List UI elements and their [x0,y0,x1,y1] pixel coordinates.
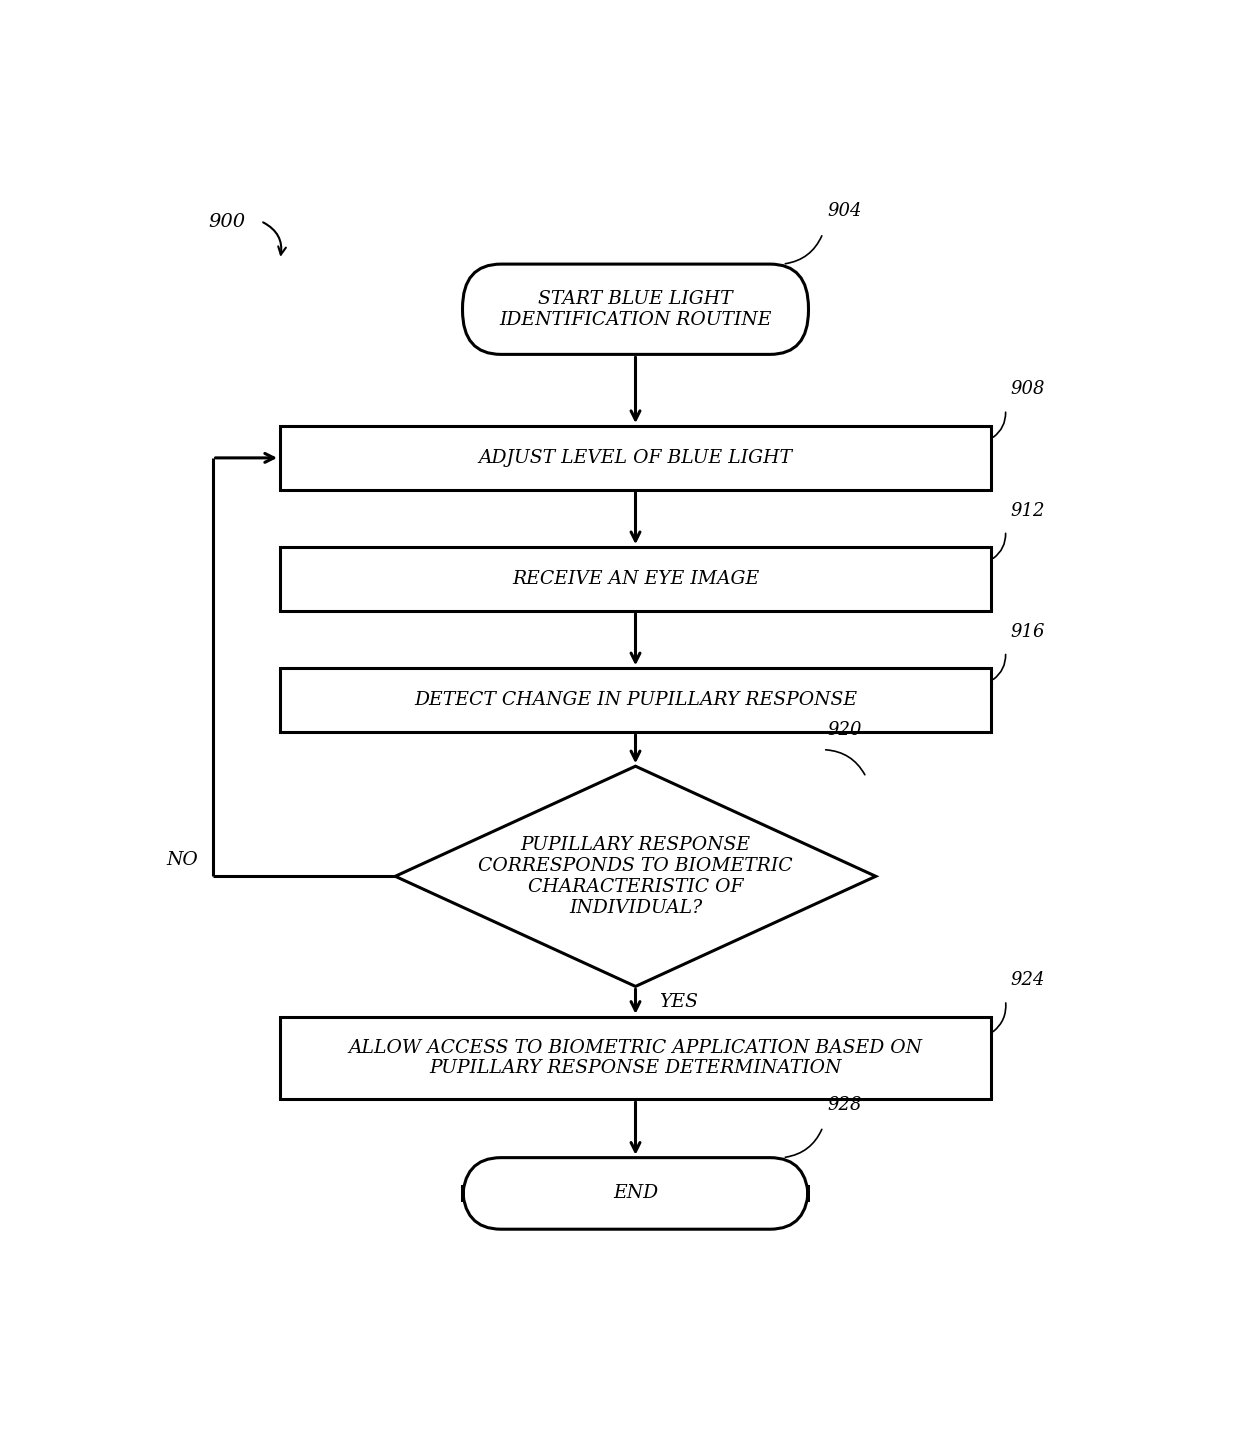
Polygon shape [396,766,875,987]
Text: END: END [613,1184,658,1203]
FancyArrowPatch shape [263,223,286,255]
FancyArrowPatch shape [993,533,1006,558]
Text: 900: 900 [208,213,246,232]
Text: 908: 908 [1011,380,1045,399]
FancyBboxPatch shape [463,1158,808,1230]
FancyBboxPatch shape [280,426,991,490]
Text: ALLOW ACCESS TO BIOMETRIC APPLICATION BASED ON
PUPILLARY RESPONSE DETERMINATION: ALLOW ACCESS TO BIOMETRIC APPLICATION BA… [348,1038,923,1077]
Text: 924: 924 [1011,971,1045,990]
Text: 928: 928 [828,1095,862,1114]
FancyArrowPatch shape [785,236,822,263]
Text: DETECT CHANGE IN PUPILLARY RESPONSE: DETECT CHANGE IN PUPILLARY RESPONSE [414,691,857,709]
FancyBboxPatch shape [463,265,808,355]
Text: RECEIVE AN EYE IMAGE: RECEIVE AN EYE IMAGE [512,571,759,588]
Text: 916: 916 [1011,622,1045,641]
Text: 912: 912 [1011,502,1045,519]
FancyBboxPatch shape [280,668,991,732]
Text: YES: YES [660,992,698,1011]
FancyBboxPatch shape [280,548,991,611]
FancyArrowPatch shape [993,1002,1006,1031]
FancyArrowPatch shape [826,749,864,775]
Text: PUPILLARY RESPONSE
CORRESPONDS TO BIOMETRIC
CHARACTERISTIC OF
INDIVIDUAL?: PUPILLARY RESPONSE CORRESPONDS TO BIOMET… [479,837,792,917]
Text: ADJUST LEVEL OF BLUE LIGHT: ADJUST LEVEL OF BLUE LIGHT [479,449,792,466]
Text: NO: NO [166,851,198,869]
FancyBboxPatch shape [280,1017,991,1100]
Text: START BLUE LIGHT
IDENTIFICATION ROUTINE: START BLUE LIGHT IDENTIFICATION ROUTINE [500,290,771,329]
FancyArrowPatch shape [993,655,1006,679]
FancyArrowPatch shape [785,1130,822,1157]
Text: 920: 920 [828,721,862,739]
Text: 904: 904 [828,202,862,220]
FancyArrowPatch shape [993,412,1006,438]
